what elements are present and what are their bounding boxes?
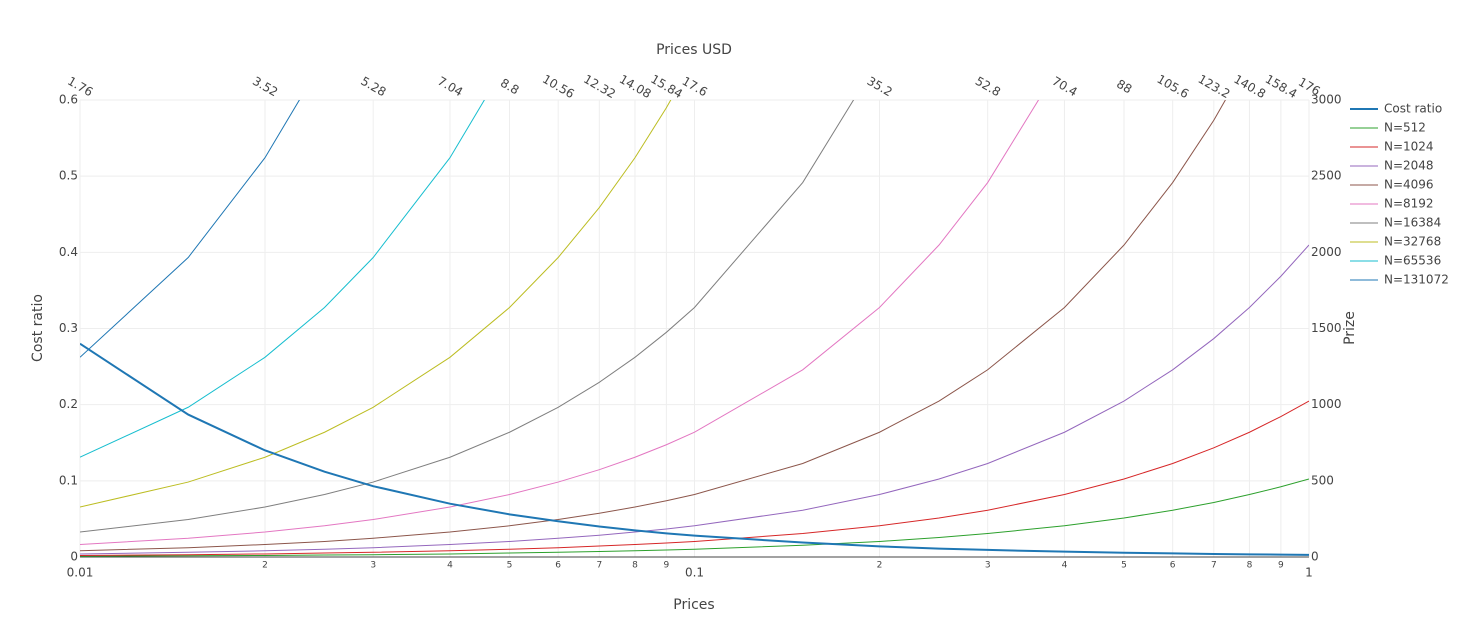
y-tick-label: 0.3 <box>59 321 78 335</box>
legend-label: N=16384 <box>1384 216 1441 230</box>
legend-label: Cost ratio <box>1384 102 1442 116</box>
series-line <box>80 100 300 358</box>
series-line <box>80 400 1309 556</box>
x2-tick-label: 52.8 <box>973 74 1003 99</box>
x2-tick-label: 88 <box>1114 77 1134 97</box>
series-line <box>80 100 855 533</box>
x-tick-label: 0.01 <box>67 566 94 580</box>
y2-tick-label: 500 <box>1311 473 1334 487</box>
x-tick-label: 3 <box>985 561 991 571</box>
series-line <box>80 478 1309 557</box>
x2-tick-label: 123.2 <box>1196 72 1233 101</box>
y-tick-label: 0.6 <box>59 93 78 107</box>
y-tick-label: 0.5 <box>59 169 78 183</box>
legend-label: N=32768 <box>1384 235 1441 249</box>
legend-label: N=512 <box>1384 121 1426 135</box>
y2-axis-title: Prize <box>1342 311 1358 345</box>
y-tick-label: 0.2 <box>59 397 78 411</box>
x-tick-label: 7 <box>1211 561 1217 571</box>
x-tick-label: 2 <box>877 561 883 571</box>
y-tick-label: 0.4 <box>59 245 78 259</box>
y2-tick-label: 0 <box>1311 550 1319 564</box>
x-tick-label: 2 <box>262 561 268 571</box>
y2-tick-label: 3000 <box>1311 93 1342 107</box>
x-tick-label: 3 <box>370 561 376 571</box>
x2-tick-label: 70.4 <box>1050 74 1080 99</box>
legend-label: N=8192 <box>1384 197 1434 211</box>
y2-tick-label: 1500 <box>1311 321 1342 335</box>
legend-label: N=65536 <box>1384 254 1441 268</box>
x-tick-label: 9 <box>1278 561 1284 571</box>
y-tick-label: 0.1 <box>59 473 78 487</box>
x2-tick-label: 8.8 <box>498 76 522 98</box>
series-line <box>80 342 1309 556</box>
x-tick-label: 0.1 <box>685 566 704 580</box>
x2-tick-label: 7.04 <box>435 74 465 99</box>
x-tick-label: 4 <box>1062 561 1068 571</box>
x-tick-label: 7 <box>596 561 602 571</box>
y2-tick-label: 2500 <box>1311 169 1342 183</box>
series-line <box>80 244 1309 555</box>
x-tick-label: 4 <box>447 561 453 571</box>
series-line <box>80 100 485 458</box>
x-tick-label: 9 <box>664 561 670 571</box>
x2-tick-label: 15.84 <box>648 72 685 101</box>
legend-label: N=131072 <box>1384 273 1449 287</box>
x-axis-title: Prices <box>673 597 714 613</box>
x2-tick-label: 3.52 <box>250 74 280 99</box>
x2-tick-label: 105.6 <box>1155 72 1192 101</box>
x-tick-label: 6 <box>1170 561 1176 571</box>
legend-label: N=2048 <box>1384 159 1434 173</box>
legend-label: N=1024 <box>1384 140 1434 154</box>
x2-tick-label: 10.56 <box>540 72 577 101</box>
x-tick-label: 5 <box>507 561 513 571</box>
x-tick-label: 6 <box>555 561 561 571</box>
x2-tick-label: 5.28 <box>358 74 388 99</box>
x-tick-label: 8 <box>1247 561 1253 571</box>
x-tick-label: 8 <box>632 561 638 571</box>
y2-tick-label: 1000 <box>1311 397 1342 411</box>
x2-tick-label: 14.08 <box>617 72 654 101</box>
x2-tick-label: 17.6 <box>680 74 710 99</box>
x-tick-label: 1 <box>1305 566 1313 580</box>
x2-tick-label: 35.2 <box>865 74 895 99</box>
x-tick-label: 5 <box>1121 561 1127 571</box>
x2-axis-title: Prices USD <box>656 42 732 58</box>
legend-label: N=4096 <box>1384 178 1434 192</box>
y-axis-title: Cost ratio <box>30 294 46 362</box>
y-tick-label: 0 <box>70 550 78 564</box>
series-line <box>80 100 1040 546</box>
x2-tick-label: 140.8 <box>1231 72 1268 101</box>
plot-area <box>80 100 1309 557</box>
y2-tick-label: 2000 <box>1311 245 1342 259</box>
series-line <box>80 100 672 508</box>
series-line <box>80 100 1226 552</box>
x2-tick-label: 12.32 <box>581 72 618 101</box>
x2-tick-label: 158.4 <box>1263 72 1300 101</box>
